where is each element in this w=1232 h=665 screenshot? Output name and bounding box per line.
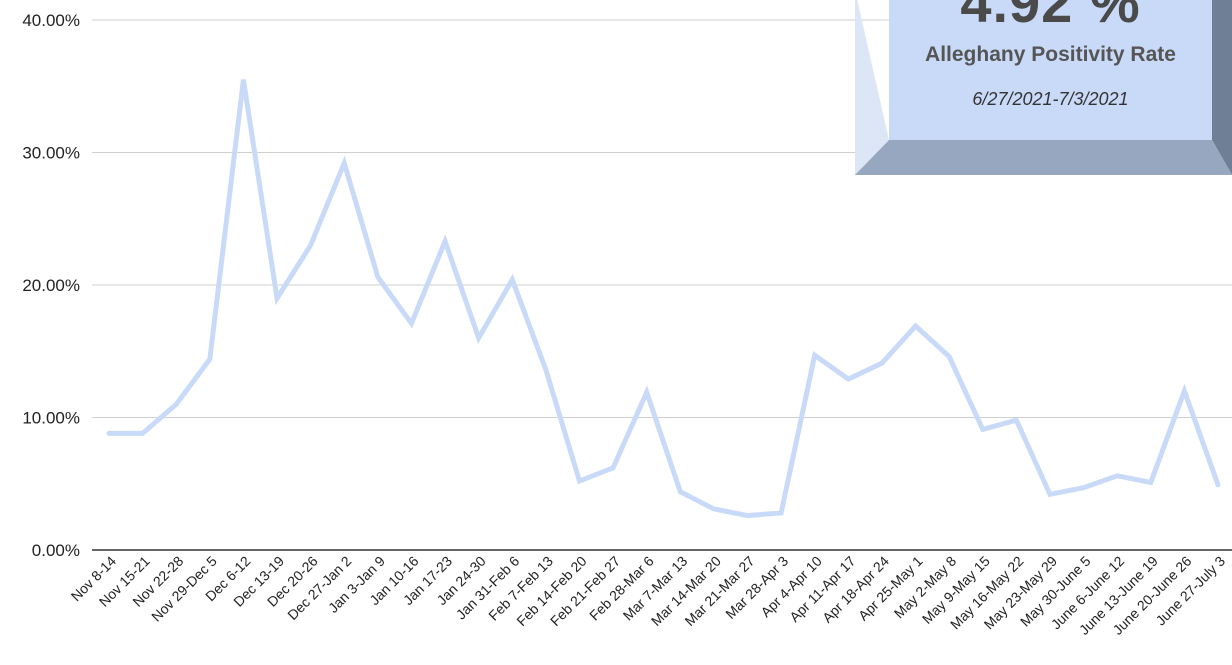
callout-bevel-right bbox=[1212, 0, 1232, 175]
y-tick-label: 10.00% bbox=[22, 409, 80, 428]
y-axis-ticks: 0.00% 10.00% 20.00% 30.00% 40.00% bbox=[22, 11, 80, 560]
callout-rate-value: 4.92 % bbox=[960, 0, 1141, 34]
positivity-rate-callout: 4.92 % Alleghany Positivity Rate 6/27/20… bbox=[855, 0, 1232, 175]
y-tick-label: 20.00% bbox=[22, 276, 80, 295]
callout-bevel-bottom bbox=[855, 140, 1232, 175]
series-line-positivity bbox=[106, 79, 1221, 519]
y-tick-label: 30.00% bbox=[22, 144, 80, 163]
y-tick-label: 40.00% bbox=[22, 11, 80, 30]
callout-rate-label: Alleghany Positivity Rate bbox=[925, 43, 1176, 66]
callout-face: 4.92 % Alleghany Positivity Rate 6/27/20… bbox=[889, 0, 1212, 140]
callout-bevel-left bbox=[855, 0, 889, 175]
y-tick-label: 0.00% bbox=[32, 541, 80, 560]
callout-date-range: 6/27/2021-7/3/2021 bbox=[972, 89, 1129, 109]
